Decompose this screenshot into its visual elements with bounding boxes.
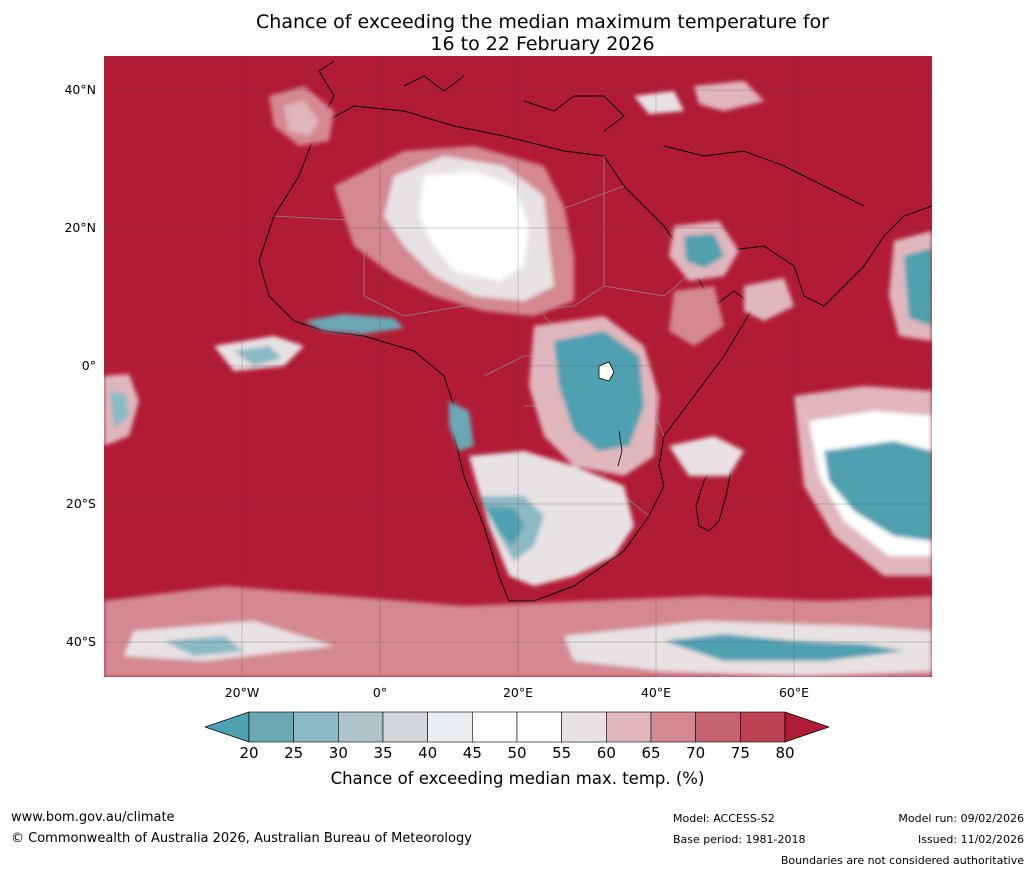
colorbar [205,711,829,743]
colorbar-tick-label: 45 [462,744,482,762]
title-line-2: 16 to 22 February 2026 [430,33,655,55]
colorbar-box [382,711,428,743]
lat-label-40s: 40°S [65,634,96,649]
colorbar-tick-label: 25 [284,744,304,762]
footer-base-period: Base period: 1981-2018 [673,833,806,846]
colorbar-tick-label: 55 [552,744,572,762]
colorbar-box [427,711,473,743]
footer-website[interactable]: www.bom.gov.au/climate [11,810,175,825]
colorbar-box [606,711,652,743]
colorbar-tick-label: 70 [686,744,706,762]
lon-label-20w: 20°W [224,685,260,700]
colorbar-tick-label: 75 [730,744,750,762]
footer-model: Model: ACCESS-S2 [673,812,775,825]
lat-label-20s: 20°S [65,496,96,511]
map-canvas [104,56,932,677]
lat-label-0: 0° [81,358,96,373]
lake-victoria [598,361,615,382]
colorbar-tick-label: 40 [418,744,438,762]
title-line-1: Chance of exceeding the median maximum t… [256,11,829,33]
lat-label-40n: 40°N [64,82,96,97]
colorbar-box [472,711,518,743]
lon-label-0: 0° [372,685,388,700]
footer-copyright: © Commonwealth of Australia 2026, Austra… [11,831,472,846]
colorbar-box [650,711,696,743]
colorbar-box [516,711,562,743]
colorbar-box [293,711,339,743]
colorbar-box [740,711,786,743]
colorbar-tick-label: 20 [239,744,259,762]
colorbar-box [695,711,741,743]
colorbar-box [561,711,607,743]
colorbar-tick-label: 50 [507,744,527,762]
lon-label-60e: 60°E [778,685,810,700]
lake-malawi [617,430,623,467]
colorbar-tick-label: 65 [641,744,661,762]
map-title: Chance of exceeding the median maximum t… [0,11,1035,55]
colorbar-tick-label: 80 [775,744,795,762]
colorbar-tick-label: 30 [328,744,348,762]
footer-disclaimer: Boundaries are not considered authoritat… [780,854,1024,867]
lon-label-40e: 40°E [640,685,672,700]
forecast-map [104,56,932,677]
colorbar-label: Chance of exceeding median max. temp. (%… [330,769,705,788]
lon-label-20e: 20°E [502,685,534,700]
colorbar-arrow-low [205,711,250,743]
colorbar-box [248,711,294,743]
lat-label-20n: 20°N [64,220,96,235]
footer-issued: Issued: 11/02/2026 [917,833,1024,846]
colorbar-arrow-high [784,711,829,743]
colorbar-tick-label: 60 [596,744,616,762]
graticule [104,56,932,677]
footer-model-run: Model run: 09/02/2026 [898,812,1024,825]
colorbar-tick-label: 35 [373,744,393,762]
colorbar-box [338,711,384,743]
